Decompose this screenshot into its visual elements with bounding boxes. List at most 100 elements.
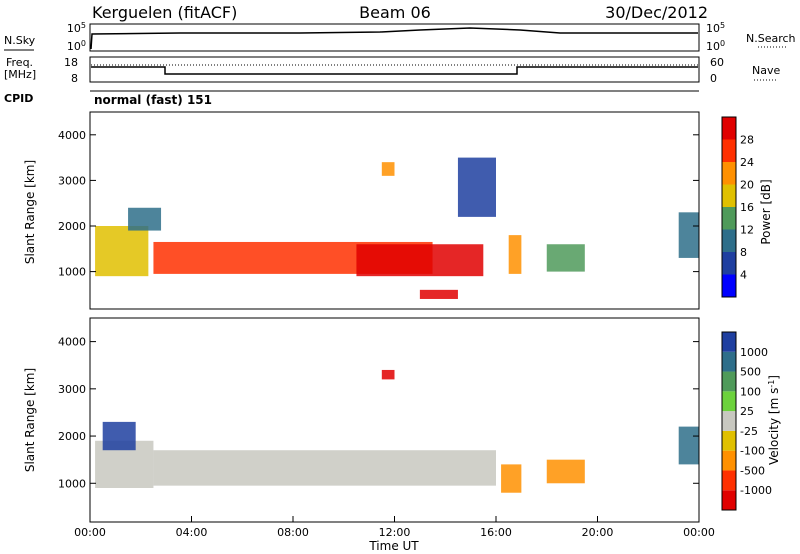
beam-title: Beam 06 bbox=[359, 3, 431, 22]
colorbar-swatch bbox=[722, 275, 736, 298]
power-y-label: Slant Range [km] bbox=[23, 160, 37, 264]
colorbar-tick-label: 1000 bbox=[740, 346, 768, 359]
xtick-label: 12:00 bbox=[379, 526, 411, 539]
colorbar-tick-label: 4 bbox=[740, 269, 747, 282]
colorbar-tick-label: -1000 bbox=[740, 484, 772, 497]
freq-label-line2: [MHz] bbox=[4, 68, 36, 81]
nave-tick-bottom: 0 bbox=[710, 72, 717, 85]
freq-frame bbox=[90, 57, 699, 82]
freq-tick-bottom: 8 bbox=[71, 72, 78, 85]
colorbar-tick-label: -25 bbox=[740, 425, 758, 438]
velocity-region-1 bbox=[153, 450, 496, 485]
xtick-label: 00:00 bbox=[683, 526, 715, 539]
velocity-heatmap bbox=[95, 370, 699, 493]
freq-panel: Freq. [MHz] 18 8 60 0 Nave bbox=[4, 56, 780, 85]
power-region-5 bbox=[509, 235, 522, 274]
velocity-ytick-label: 3000 bbox=[58, 383, 86, 396]
power-heatmap bbox=[95, 158, 699, 299]
velocity-ytick-label: 2000 bbox=[58, 430, 86, 443]
xtick-label: 04:00 bbox=[176, 526, 208, 539]
velocity-colorbar-label: Velocity [m s-1] bbox=[767, 375, 782, 465]
colorbar-tick-label: -500 bbox=[740, 464, 765, 477]
power-region-2 bbox=[356, 244, 483, 276]
colorbar-tick-label: 28 bbox=[740, 134, 754, 147]
velocity-region-6 bbox=[382, 370, 395, 379]
station-title: Kerguelen (fitACF) bbox=[92, 3, 237, 22]
power-colorbar: 4 8 12 16 20 24 28 bbox=[722, 117, 754, 297]
power-ytick-label: 4000 bbox=[58, 129, 86, 142]
power-panel: 1000 2000 3000 4000 Slant Range [km] 4 8 12 16… bbox=[23, 112, 773, 309]
colorbar-swatch bbox=[722, 391, 736, 411]
velocity-region-5 bbox=[679, 427, 699, 465]
velocity-region-3 bbox=[501, 464, 521, 492]
colorbar-swatch bbox=[722, 470, 736, 490]
power-ytick-label: 3000 bbox=[58, 174, 86, 187]
colorbar-tick-label: -100 bbox=[740, 445, 765, 458]
nsky-tick-top: 105 bbox=[67, 21, 86, 36]
nsky-frame bbox=[90, 24, 699, 51]
nsky-tick-bottom: 100 bbox=[67, 39, 86, 54]
nsearch-label: N.Search bbox=[746, 32, 796, 45]
colorbar-tick-label: 8 bbox=[740, 246, 747, 259]
colorbar-tick-label: 100 bbox=[740, 385, 761, 398]
xtick-label: 16:00 bbox=[480, 526, 512, 539]
cpid-value: normal (fast) 151 bbox=[94, 93, 212, 107]
power-frame bbox=[90, 112, 699, 309]
cpid-label: CPID bbox=[4, 92, 33, 105]
colorbar-swatch bbox=[722, 230, 736, 253]
colorbar-swatch bbox=[722, 332, 736, 352]
colorbar-swatch bbox=[722, 207, 736, 230]
power-region-6 bbox=[547, 244, 585, 271]
colorbar-tick-label: 500 bbox=[740, 366, 761, 379]
power-region-0 bbox=[95, 226, 148, 276]
power-region-9 bbox=[382, 162, 395, 176]
velocity-region-4 bbox=[547, 460, 585, 484]
colorbar-swatch bbox=[722, 252, 736, 275]
date-title: 30/Dec/2012 bbox=[605, 3, 708, 22]
freq-tick-top: 18 bbox=[64, 56, 78, 69]
colorbar-swatch bbox=[722, 431, 736, 451]
power-colorbar-label: Power [dB] bbox=[759, 179, 773, 244]
velocity-ytick-label: 4000 bbox=[58, 336, 86, 349]
colorbar-tick-label: 16 bbox=[740, 201, 754, 214]
power-region-4 bbox=[458, 158, 496, 217]
colorbar-tick-label: 24 bbox=[740, 156, 754, 169]
nsky-panel: N.Sky 105 100 105 100 N.Search bbox=[4, 21, 796, 54]
colorbar-swatch bbox=[722, 352, 736, 372]
freq-trace bbox=[91, 67, 698, 74]
nsky-label: N.Sky bbox=[4, 34, 36, 47]
velocity-panel: 1000 2000 3000 4000 Slant Range [km] 1000 50… bbox=[23, 318, 781, 553]
colorbar-swatch bbox=[722, 117, 736, 140]
colorbar-swatch bbox=[722, 451, 736, 471]
velocity-x-ticks: 00:00 04:00 08:00 12:00 16:00 20:00 00:00 bbox=[74, 516, 715, 539]
power-ytick-label: 2000 bbox=[58, 220, 86, 233]
xtick-label: 08:00 bbox=[277, 526, 309, 539]
nsearch-tick-bottom: 100 bbox=[706, 39, 725, 54]
xtick-label: 00:00 bbox=[74, 526, 106, 539]
colorbar-swatch bbox=[722, 490, 736, 510]
velocity-region-2 bbox=[103, 422, 136, 450]
x-axis-label: Time UT bbox=[368, 539, 419, 553]
colorbar-swatch bbox=[722, 140, 736, 163]
power-region-8 bbox=[420, 290, 458, 299]
velocity-frame bbox=[90, 318, 699, 522]
nave-tick-top: 60 bbox=[710, 56, 724, 69]
colorbar-swatch bbox=[722, 411, 736, 431]
nsearch-tick-top: 105 bbox=[706, 21, 725, 36]
nsky-trace bbox=[91, 28, 698, 49]
power-ytick-label: 1000 bbox=[58, 266, 86, 279]
colorbar-tick-label: 25 bbox=[740, 405, 754, 418]
xtick-label: 20:00 bbox=[582, 526, 614, 539]
velocity-colorbar: 1000 500 100 25 -25 -100 -500 -1000 bbox=[722, 332, 772, 510]
colorbar-tick-label: 20 bbox=[740, 179, 754, 192]
velocity-ytick-label: 1000 bbox=[58, 477, 86, 490]
power-region-7 bbox=[679, 212, 699, 258]
cpid-panel: CPID normal (fast) 151 bbox=[4, 91, 699, 107]
colorbar-swatch bbox=[722, 162, 736, 185]
nave-label: Nave bbox=[752, 64, 780, 77]
colorbar-swatch bbox=[722, 185, 736, 208]
colorbar-swatch bbox=[722, 372, 736, 392]
velocity-y-label: Slant Range [km] bbox=[23, 368, 37, 472]
colorbar-tick-label: 12 bbox=[740, 224, 754, 237]
